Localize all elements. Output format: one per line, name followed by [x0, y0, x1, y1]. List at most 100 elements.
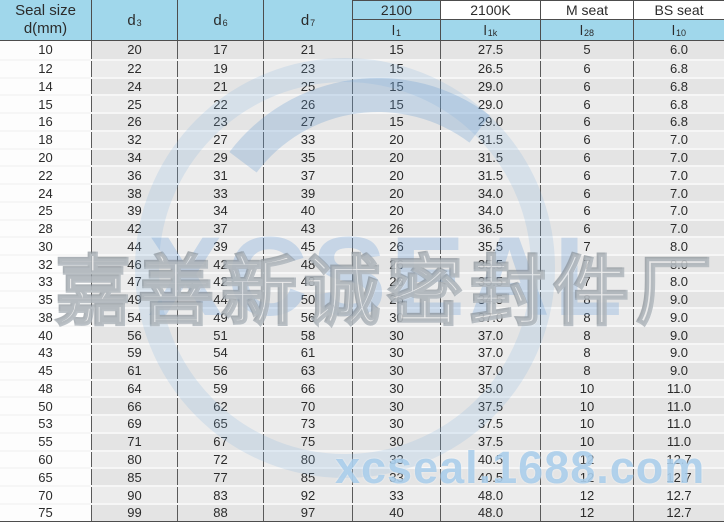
seal-size-value: 55: [0, 433, 91, 450]
spec-value: 40: [263, 202, 352, 219]
table-row: 16 26 23 27 15 29.0 6 6.8: [0, 112, 724, 130]
spec-value: 20: [91, 41, 177, 59]
spec-value: 64: [91, 380, 177, 397]
spec-value: 17: [177, 41, 263, 59]
spec-value: 71: [91, 433, 177, 450]
table-row: 35 49 44 50 26 34.5 8 9.0: [0, 289, 724, 308]
spec-value: 7: [540, 238, 633, 255]
symbol-base: l: [579, 22, 584, 38]
spec-value: 39: [91, 202, 177, 219]
spec-value: 26: [352, 220, 440, 237]
header-series-m-seat: M seat l 28: [540, 0, 633, 40]
spec-value: 61: [263, 345, 352, 361]
spec-value: 33: [352, 487, 440, 503]
spec-value: 26: [352, 256, 440, 272]
spec-value: 59: [177, 380, 263, 397]
spec-value: 29.0: [440, 96, 540, 113]
spec-value: 8.0: [633, 273, 724, 290]
table-row: 24 38 33 39 20 34.0 6 7.0: [0, 183, 724, 201]
spec-value: 7.0: [633, 131, 724, 148]
seal-size-value: 20: [0, 149, 91, 166]
spec-value: 9.0: [633, 309, 724, 326]
spec-value: 97: [263, 504, 352, 521]
spec-value: 33: [263, 131, 352, 148]
spec-value: 15: [352, 78, 440, 95]
table-row: 40 56 51 58 30 37.0 8 9.0: [0, 325, 724, 344]
spec-value: 29: [177, 149, 263, 166]
table-row: 60 80 72 80 33 40.5 12 12.7: [0, 449, 724, 468]
spec-value: 11.0: [633, 398, 724, 415]
spec-value: 34: [177, 202, 263, 219]
spec-value: 83: [177, 487, 263, 503]
spec-value: 34.0: [440, 185, 540, 201]
table-row: 45 61 56 63 30 37.0 8 9.0: [0, 360, 724, 379]
seal-size-value: 28: [0, 220, 91, 237]
spec-value: 33: [352, 469, 440, 486]
table-row: 20 34 29 35 20 31.5 6 7.0: [0, 147, 724, 166]
spec-value: 66: [91, 398, 177, 415]
spec-value: 80: [263, 451, 352, 468]
spec-value: 50: [263, 291, 352, 308]
spec-value: 27: [263, 114, 352, 130]
table-row: 14 24 21 25 15 29.0 6 6.8: [0, 76, 724, 95]
header-series-m-seat-symbol: l 28: [541, 20, 633, 40]
header-d3-base: d: [127, 11, 136, 29]
header-series-bs-seat: BS seat l 10: [633, 0, 724, 40]
spec-value: 20: [352, 167, 440, 184]
seal-size-value: 75: [0, 504, 91, 521]
spec-value: 21: [263, 41, 352, 59]
header-seal-size-line1: Seal size: [15, 2, 76, 19]
table-row: 38 54 49 56 30 37.0 8 9.0: [0, 307, 724, 326]
spec-value: 80: [91, 451, 177, 468]
table-row: 32 46 42 48 26 35.5 7 8.0: [0, 254, 724, 272]
seal-size-value: 48: [0, 380, 91, 397]
spec-value: 44: [91, 238, 177, 255]
table-row: 10 20 17 21 15 27.5 5 6.0: [0, 41, 724, 59]
spec-value: 34.5: [440, 291, 540, 308]
spec-value: 12: [540, 487, 633, 503]
table-row: 75 99 88 97 40 48.0 12 12.7: [0, 502, 724, 521]
spec-value: 25: [263, 78, 352, 95]
spec-value: 27: [177, 131, 263, 148]
spec-value: 30: [352, 416, 440, 432]
spec-value: 85: [263, 469, 352, 486]
spec-value: 26: [352, 291, 440, 308]
spec-value: 36.5: [440, 220, 540, 237]
spec-value: 40.5: [440, 469, 540, 486]
header-series-2100-label: 2100: [353, 1, 440, 20]
spec-value: 56: [177, 362, 263, 379]
spec-value: 35.5: [440, 238, 540, 255]
spec-value: 27.5: [440, 41, 540, 59]
spec-value: 35.5: [440, 273, 540, 290]
spec-value: 56: [91, 327, 177, 344]
spec-value: 23: [177, 114, 263, 130]
spec-value: 6.8: [633, 96, 724, 113]
spec-value: 10: [540, 416, 633, 432]
spec-value: 37.5: [440, 398, 540, 415]
spec-value: 31.5: [440, 131, 540, 148]
spec-value: 39: [177, 238, 263, 255]
spec-value: 15: [352, 41, 440, 59]
header-d6-sub: 6: [222, 17, 228, 28]
spec-value: 51: [177, 327, 263, 344]
header-series-m-seat-label: M seat: [541, 1, 633, 20]
spec-value: 21: [177, 78, 263, 95]
spec-value: 37.0: [440, 327, 540, 344]
spec-value: 62: [177, 398, 263, 415]
spec-value: 8: [540, 362, 633, 379]
spec-value: 10: [540, 380, 633, 397]
spec-value: 6: [540, 167, 633, 184]
spec-value: 7: [540, 273, 633, 290]
seal-size-value: 30: [0, 238, 91, 255]
table-row: 30 44 39 45 26 35.5 7 8.0: [0, 236, 724, 255]
spec-value: 23: [263, 60, 352, 77]
seal-size-value: 60: [0, 451, 91, 468]
spec-value: 33: [352, 451, 440, 468]
table-row: 65 85 77 85 33 40.5 12 12.7: [0, 467, 724, 486]
seal-size-value: 16: [0, 114, 91, 130]
spec-value: 22: [91, 60, 177, 77]
spec-value: 30: [352, 327, 440, 344]
spec-value: 37: [177, 220, 263, 237]
